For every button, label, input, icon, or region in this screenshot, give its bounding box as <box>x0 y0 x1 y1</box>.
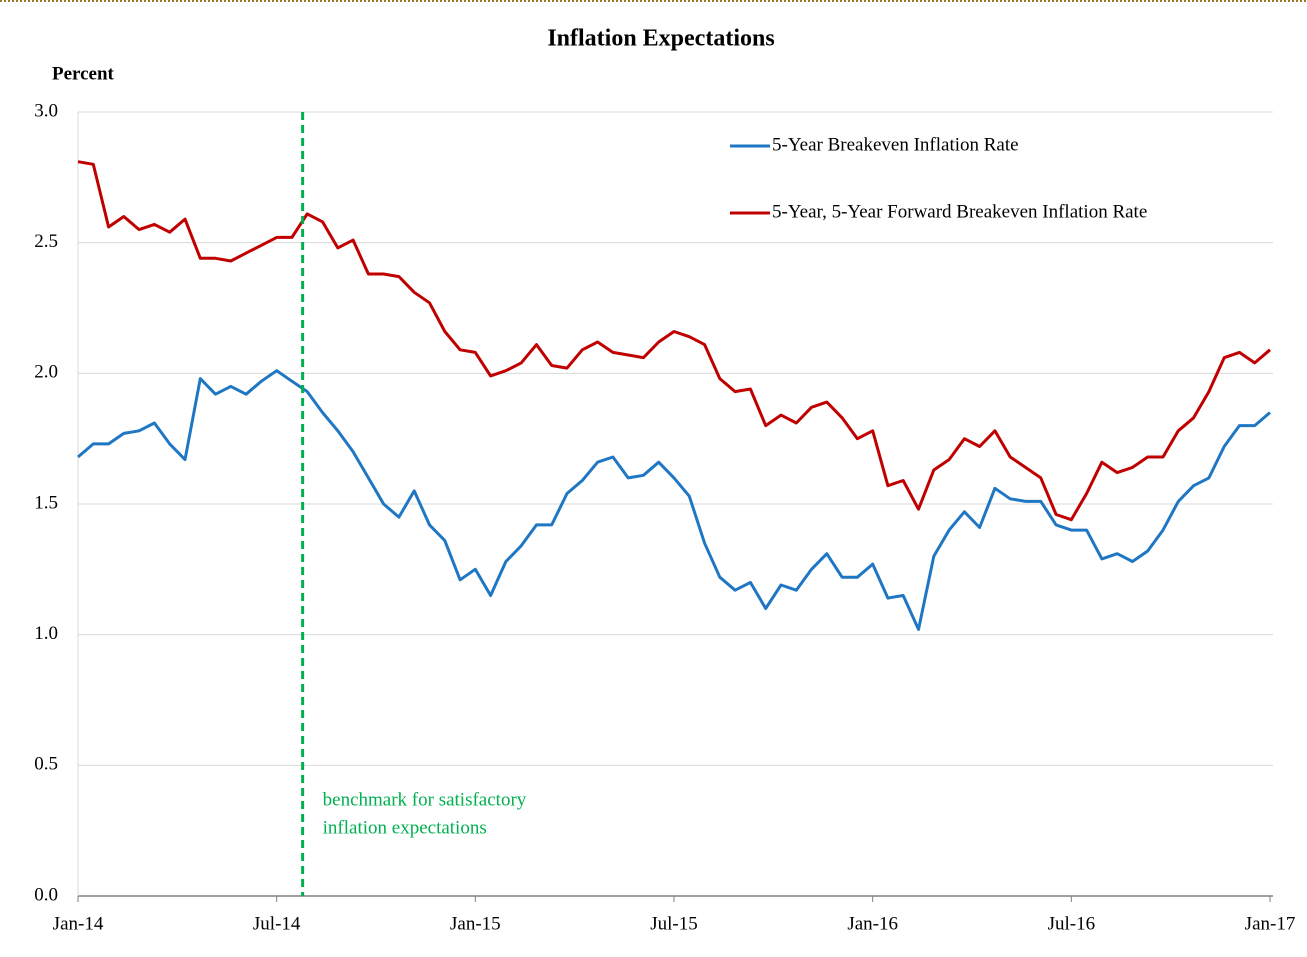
x-tick-label: Jan-15 <box>450 913 501 934</box>
legend-label: 5-Year Breakeven Inflation Rate <box>772 134 1019 155</box>
y-tick-label: 1.5 <box>34 492 58 513</box>
x-tick-label: Jul-16 <box>1048 913 1096 934</box>
y-tick-label: 2.0 <box>34 362 58 383</box>
benchmark-label: inflation expectations <box>323 817 487 838</box>
y-tick-label: 3.0 <box>34 100 58 121</box>
x-tick-label: Jan-17 <box>1245 913 1296 934</box>
x-tick-label: Jul-14 <box>253 913 301 934</box>
series-line <box>77 160 1271 522</box>
x-tick-label: Jan-14 <box>53 913 104 934</box>
series-line <box>77 369 1271 631</box>
legend-label: 5-Year, 5-Year Forward Breakeven Inflati… <box>772 201 1147 222</box>
y-tick-label: 0.0 <box>34 884 58 905</box>
y-tick-label: 0.5 <box>34 754 58 775</box>
y-tick-label: 2.5 <box>34 231 58 252</box>
y-axis-label: Percent <box>52 63 115 84</box>
x-tick-label: Jul-15 <box>650 913 698 934</box>
x-tick-label: Jan-16 <box>847 913 898 934</box>
y-tick-label: 1.0 <box>34 623 58 644</box>
chart-title: Inflation Expectations <box>547 26 774 52</box>
benchmark-label: benchmark for satisfactory <box>323 789 527 810</box>
